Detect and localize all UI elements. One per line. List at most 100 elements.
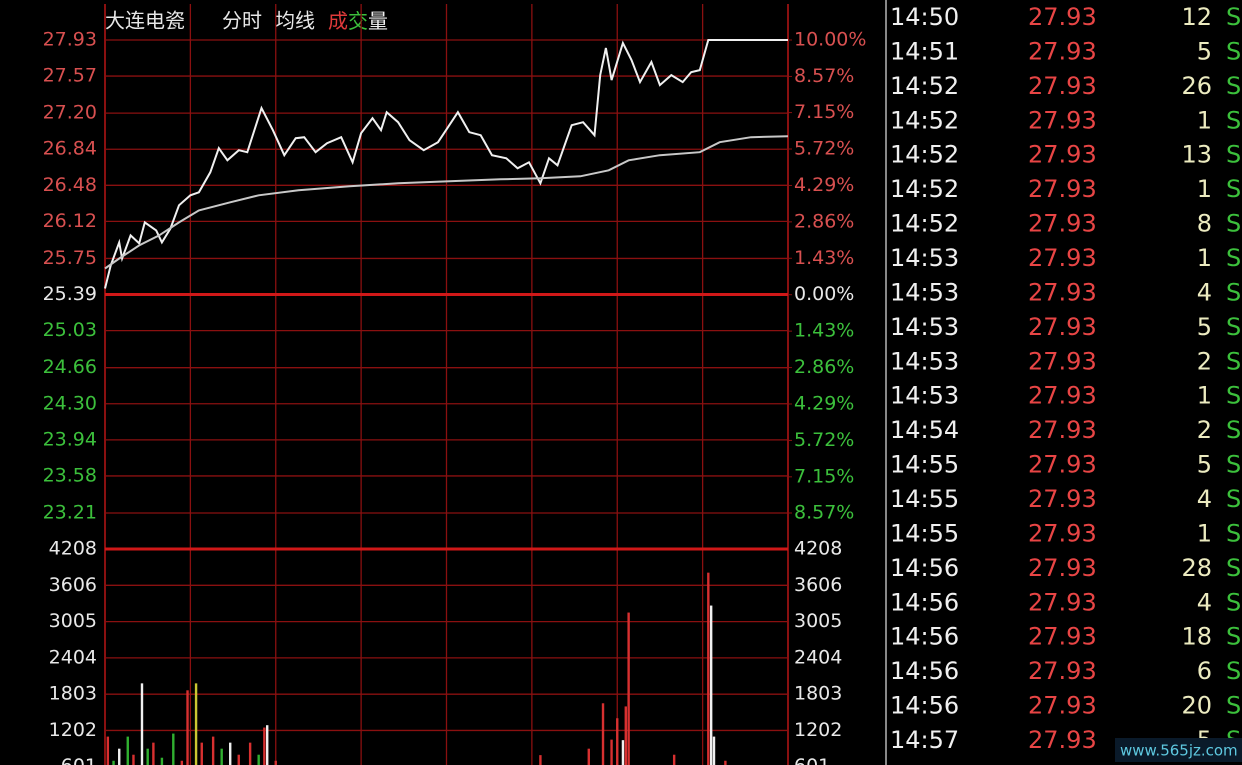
y-tick-label: 27.20 [43,102,97,124]
y-tick-label: 25.75 [43,247,97,269]
volume-bar [621,740,625,765]
trade-side: S [1226,106,1241,134]
chart-subtitle: 分时 [222,9,262,33]
trade-volume: 1 [1197,382,1212,410]
y2-tick-label: 5.72% [794,429,854,451]
trade-time: 14:52 [890,72,959,100]
price-line [104,39,788,289]
trade-price: 27.93 [1028,244,1097,272]
y2-tick-label: 5.72% [794,138,854,160]
y-tick-label-right: 3005 [794,610,842,632]
trade-side: S [1226,554,1241,582]
trade-time: 14:56 [890,554,959,582]
trade-side: S [1226,244,1241,272]
trade-volume: 4 [1197,278,1212,306]
trade-time: 14:50 [890,3,959,31]
trade-side: S [1226,278,1241,306]
trade-time: 14:54 [890,416,959,444]
trade-price: 27.93 [1028,382,1097,410]
y-tick-label-right: 601 [794,755,830,765]
volume-bar [624,706,627,765]
y-tick-label-right: 4208 [794,538,842,560]
trade-side: S [1226,3,1241,31]
trade-price: 27.93 [1028,519,1097,547]
volume-bar [211,736,215,765]
volume-bar [707,572,710,765]
volume-bar [712,736,716,765]
y-tick-label: 4208 [49,538,97,560]
trade-time: 14:56 [890,692,959,720]
volume-bar [672,754,676,765]
y-tick-label-right: 3606 [794,574,842,596]
trade-side: S [1226,623,1241,651]
volume-bar [132,754,135,765]
y-tick-label: 23.21 [43,502,97,524]
volume-bar [220,748,223,765]
volume-bar [186,690,189,765]
trade-price: 27.93 [1028,485,1097,513]
y2-tick-label: 4.29% [794,174,854,196]
y-tick-label: 26.84 [43,138,97,160]
y2-tick-label: 1.43% [794,247,854,269]
trade-side: S [1226,692,1241,720]
trade-time: 14:51 [890,37,959,65]
y-tick-label: 23.58 [43,464,97,486]
y2-tick-label: 8.57% [794,65,854,87]
trade-time: 14:53 [890,347,959,375]
volume-bar [248,742,252,765]
trade-volume: 6 [1197,657,1212,685]
y-tick-label: 1803 [49,683,97,705]
volume-bar [257,754,260,765]
volume-bar [112,760,115,765]
trade-volume: 8 [1197,210,1212,238]
watermark: www.565jz.com [1120,742,1238,760]
trade-volume: 1 [1197,244,1212,272]
trade-price: 27.93 [1028,3,1097,31]
trade-side: S [1226,588,1241,616]
trade-side: S [1226,519,1241,547]
y2-tick-label: 7.15% [794,465,854,487]
volume-bar [194,683,198,765]
volume-bar [237,754,240,765]
volume-bar [274,760,277,765]
trade-time: 14:53 [890,313,959,341]
trade-side: S [1226,313,1241,341]
trade-side: S [1226,175,1241,203]
trade-side: S [1226,657,1241,685]
trade-price: 27.93 [1028,37,1097,65]
volume-bar [724,760,727,765]
y-tick-label: 25.39 [43,283,97,305]
trade-volume: 4 [1197,588,1212,616]
volume-bar [229,742,232,765]
trade-price: 27.93 [1028,588,1097,616]
trade-price: 27.93 [1028,416,1097,444]
volume-bar [140,683,144,765]
trade-price: 27.93 [1028,313,1097,341]
trade-time: 14:53 [890,278,959,306]
trade-time: 14:53 [890,382,959,410]
y2-tick-label: 2.86% [794,210,854,232]
trade-time: 14:56 [890,623,959,651]
trade-time: 14:55 [890,519,959,547]
y-tick-label: 2404 [49,646,97,668]
y-tick-label-right: 1803 [794,683,842,705]
volume-title: 成交量 [328,9,388,33]
trade-price: 27.93 [1028,657,1097,685]
volume-bar [200,742,203,765]
volume-bar [616,718,619,765]
trade-price: 27.93 [1028,623,1097,651]
trade-side: S [1226,37,1241,65]
volume-bar [152,742,155,765]
trade-volume: 4 [1197,485,1212,513]
trade-side: S [1226,416,1241,444]
trade-price: 27.93 [1028,692,1097,720]
y-tick-label: 3005 [49,610,97,632]
trade-price: 27.93 [1028,726,1097,754]
trade-volume: 5 [1197,37,1212,65]
trade-price: 27.93 [1028,554,1097,582]
trade-side: S [1226,210,1241,238]
volume-bar [118,748,121,765]
y-tick-label: 3606 [49,574,97,596]
